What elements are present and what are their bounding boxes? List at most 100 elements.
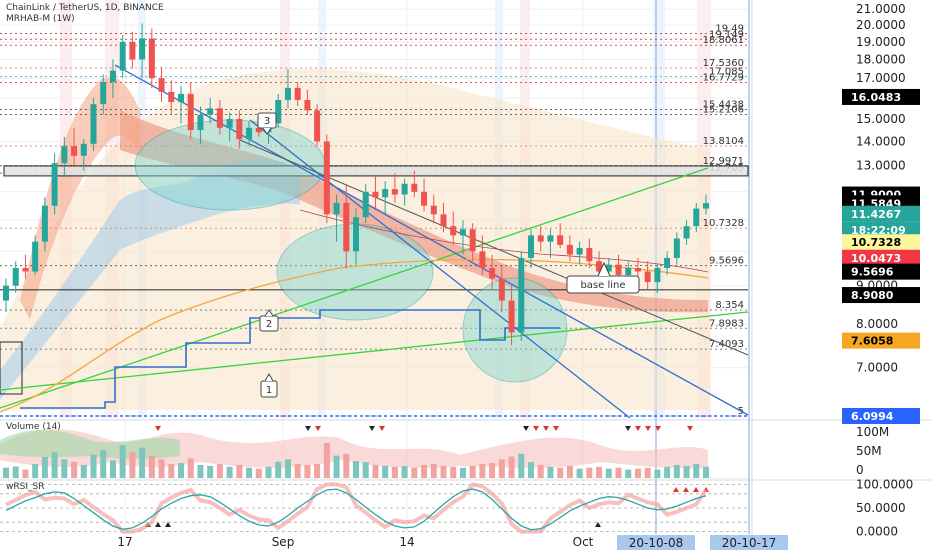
price-badge-10: 6.0994 — [851, 410, 894, 423]
rsi-axis-tick-2: 0.0000 — [856, 525, 898, 539]
candle-body-60 — [586, 248, 593, 262]
price-badge-bg-7 — [842, 263, 920, 280]
candle-body-6 — [61, 146, 68, 164]
green-trend-upper — [0, 167, 709, 409]
rsi-axis-tick-0: 100.0000 — [856, 477, 913, 491]
candle-body-44 — [430, 205, 437, 215]
signal-arrow-10 — [635, 426, 641, 431]
candle-body-52 — [508, 300, 515, 333]
volume-bar-52 — [508, 456, 515, 478]
signal-arrow-4 — [379, 426, 385, 431]
signal-arrow-3 — [369, 426, 375, 431]
volume-bar-7 — [71, 461, 78, 478]
candle-body-18 — [178, 93, 184, 103]
volume-bar-37 — [362, 462, 369, 478]
price-badge-6: 10.0473 — [851, 252, 901, 265]
price-badge-bg-0 — [842, 88, 920, 105]
price-level-label-13: 8.354 — [715, 300, 744, 311]
volume-bar-16 — [158, 459, 165, 478]
volume-bar-15 — [148, 455, 155, 478]
volume-bar-70 — [683, 465, 690, 478]
volume-bar-18 — [178, 463, 184, 478]
candle-body-17 — [168, 91, 175, 103]
red-ma-thin — [299, 209, 709, 273]
time-axis-tick-3: Oct — [573, 535, 594, 549]
volume-bar-26 — [255, 468, 262, 478]
annotation-1: 1 — [260, 372, 278, 398]
candle-body-48 — [469, 229, 476, 252]
candle-body-37 — [362, 191, 369, 218]
annotation-2-label: 2 — [266, 319, 272, 330]
rsi-ribbon — [5, 482, 708, 534]
candle-body-57 — [557, 235, 564, 245]
price-badge-9: 7.6058 — [851, 335, 893, 348]
candle-body-59 — [576, 248, 583, 255]
candle-body-1 — [12, 268, 19, 286]
volume-bar-50 — [489, 463, 496, 478]
volume-bar-64 — [625, 469, 632, 478]
volume-bar-17 — [168, 464, 175, 478]
candle-body-53 — [518, 257, 525, 333]
candle-body-50 — [489, 268, 496, 279]
volume-bar-59 — [576, 468, 583, 478]
candle-body-19 — [187, 93, 194, 131]
volume-pane-title: Volume (14) — [6, 422, 61, 432]
candle-body-15 — [148, 38, 155, 79]
volume-bar-14 — [139, 447, 146, 478]
signal-arrow-7 — [543, 426, 549, 431]
price-badge-bg-3 — [842, 205, 920, 222]
candle-body-49 — [479, 251, 486, 269]
annotation-markers — [145, 426, 709, 527]
price-level-label-6: 15.4438 — [703, 99, 744, 110]
candle-body-12 — [119, 41, 126, 71]
candle-body-5 — [51, 163, 58, 206]
volume-bar-30 — [294, 464, 301, 478]
candle-body-13 — [129, 41, 136, 60]
volume-bar-51 — [498, 459, 505, 478]
volume-bar-12 — [119, 445, 126, 478]
volume-bar-1 — [12, 466, 19, 478]
blue-step-line — [20, 309, 560, 409]
rsi-arrow-3 — [595, 522, 601, 527]
signal-arrow-5 — [523, 426, 529, 431]
candle-body-45 — [440, 214, 447, 227]
price-badge-bg-6 — [842, 249, 920, 266]
volume-bar-69 — [673, 464, 680, 478]
price-badge-8: 8.9080 — [851, 289, 894, 302]
support-line-8908 — [0, 289, 748, 291]
volume-bar-72 — [703, 466, 709, 478]
volume-bar-39 — [382, 465, 389, 478]
price-axis-tick-1: 20.0000 — [856, 18, 906, 32]
price-badge-5: 10.7328 — [851, 236, 901, 249]
candle-body-43 — [421, 191, 428, 206]
annotation-3: 3 — [257, 112, 277, 135]
signal-arrow-8 — [553, 426, 559, 431]
volume-bar-32 — [314, 464, 321, 478]
candle-body-32 — [314, 110, 321, 142]
candle-body-0 — [3, 285, 9, 301]
volume-bar-20 — [197, 464, 204, 478]
price-badge-bg-5 — [842, 234, 920, 251]
candle-body-68 — [664, 257, 671, 269]
volume-bar-54 — [528, 462, 534, 478]
volume-bar-4 — [41, 457, 48, 478]
volume-bar-63 — [615, 467, 622, 478]
volume-bar-66 — [644, 467, 651, 478]
blue-cloud — [0, 158, 300, 400]
candle-body-35 — [343, 202, 350, 252]
price-axis-tick-8: 13.0000 — [856, 159, 906, 173]
indicator-label: MRHAB-M (1W) — [6, 14, 75, 24]
candle-body-72 — [703, 203, 709, 209]
green-trend-lower — [0, 311, 749, 391]
candle-body-22 — [216, 108, 223, 128]
left-box — [0, 341, 23, 395]
date-badge-bg-0 — [617, 535, 695, 550]
candle-body-61 — [596, 261, 603, 272]
candle-body-11 — [109, 70, 116, 83]
rsi-line — [5, 488, 707, 531]
time-axis[interactable]: 17 Sep 14 Oct 20-10-08 20-10-17 — [117, 535, 788, 550]
candle-body-54 — [528, 235, 534, 258]
candle-body-8 — [80, 143, 87, 156]
